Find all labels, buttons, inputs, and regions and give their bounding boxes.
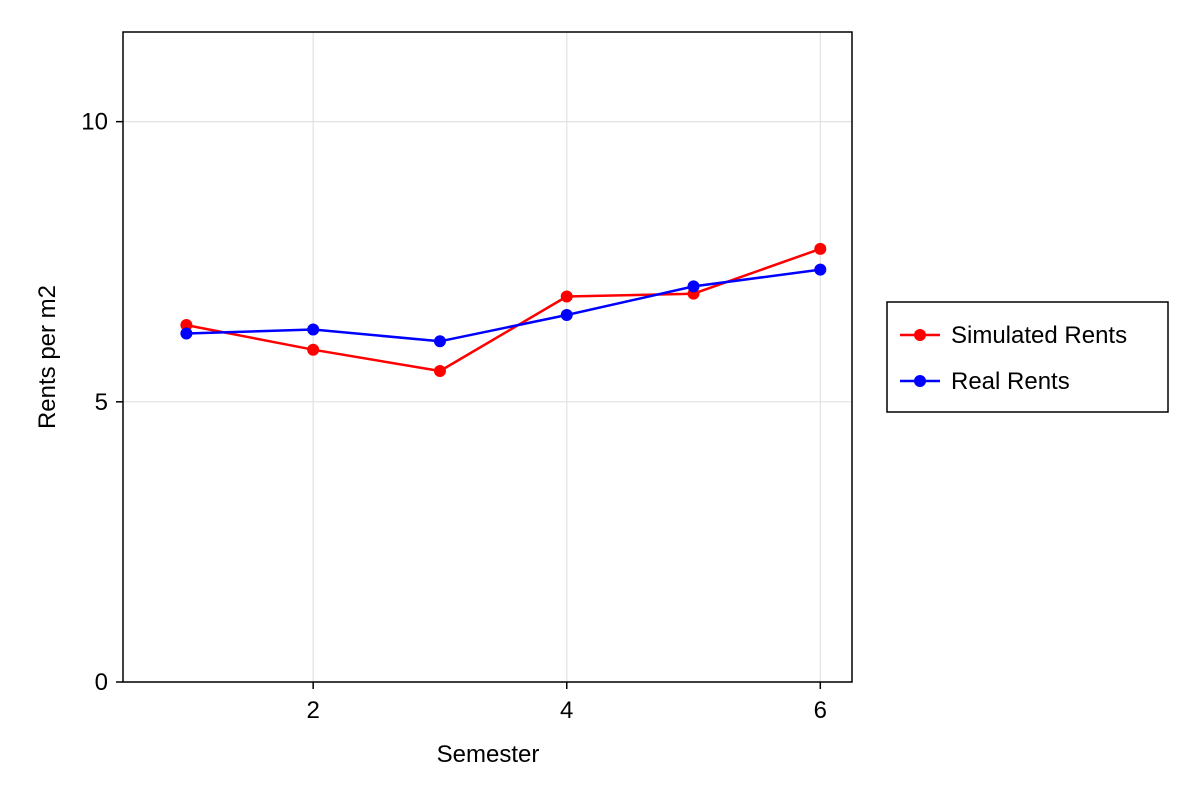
data-point xyxy=(180,327,193,340)
data-point xyxy=(307,323,320,336)
series-line xyxy=(186,268,821,343)
legend-swatch-marker xyxy=(914,375,926,387)
plot-frame xyxy=(122,31,853,683)
y-axis-title: Rents per m2 xyxy=(34,285,61,429)
x-axis-title: Semester xyxy=(437,741,540,768)
legend-box xyxy=(886,301,1169,413)
legend-label: Real Rents xyxy=(951,368,1070,395)
x-tick-label: 4 xyxy=(560,697,573,724)
data-point xyxy=(560,290,573,303)
x-tick-label: 6 xyxy=(814,697,827,724)
legend-swatch-marker xyxy=(914,329,926,341)
data-point xyxy=(433,365,446,378)
data-point xyxy=(814,242,827,255)
legend-label: Simulated Rents xyxy=(951,322,1127,349)
data-point xyxy=(307,343,320,356)
data-point xyxy=(560,308,573,321)
y-tick-label: 0 xyxy=(95,669,108,696)
y-tick-label: 5 xyxy=(95,389,108,416)
grid xyxy=(123,32,852,683)
data-point xyxy=(433,335,446,348)
plot-area xyxy=(180,242,827,378)
data-point xyxy=(180,319,193,332)
x-tick-label: 2 xyxy=(306,697,319,724)
axes: 2 4 6 0 5 10 xyxy=(81,109,827,724)
legend: Simulated Rents Real Rents xyxy=(886,301,1169,413)
data-point xyxy=(814,263,827,276)
data-point xyxy=(687,280,700,293)
series-line xyxy=(186,247,821,373)
y-tick-label: 10 xyxy=(81,109,108,136)
